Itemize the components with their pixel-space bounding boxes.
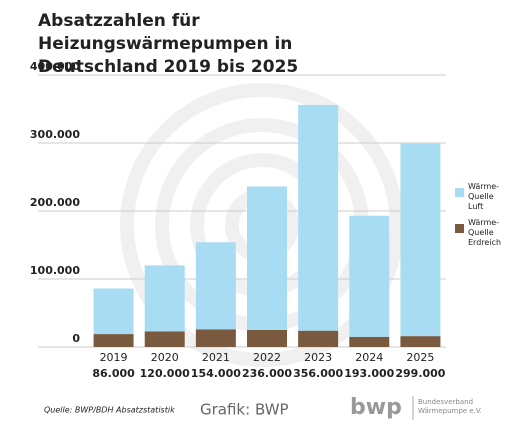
legend-swatch xyxy=(455,188,464,197)
bar-segment xyxy=(298,104,339,331)
total-label: 154.000 xyxy=(191,367,241,380)
bar-segment xyxy=(93,288,134,335)
bar-segment xyxy=(247,330,287,347)
bar-segment xyxy=(195,329,236,347)
total-label: 86.000 xyxy=(92,367,135,380)
logo: bwp xyxy=(350,395,402,420)
x-tick-label: 2020 xyxy=(151,351,179,364)
x-tick-label: 2021 xyxy=(202,351,230,364)
bar-segment xyxy=(195,242,236,330)
y-tick-label: 0 xyxy=(72,332,80,345)
x-tick-label: 2022 xyxy=(253,351,281,364)
legend-label: Wärme-Quelle Luft xyxy=(468,182,500,211)
x-tick-label: 2023 xyxy=(304,351,332,364)
bar-segment xyxy=(93,334,134,347)
total-label: 193.000 xyxy=(344,367,394,380)
legend-label: Wärme-Quelle Erdreich xyxy=(468,218,502,247)
legend-swatch xyxy=(455,224,464,233)
chart-title: Absatzzahlen für Heizungswärmepumpen in … xyxy=(38,11,299,77)
bar-segment xyxy=(298,330,339,347)
x-tick-label: 2025 xyxy=(406,351,434,364)
logo-text: Bundesverband Wärmepumpe e.V. xyxy=(418,398,482,415)
y-tick-label: 100.000 xyxy=(30,264,80,277)
y-tick-label: 200.000 xyxy=(30,196,80,209)
bar-segment xyxy=(247,186,287,330)
y-tick-label: 400.000 xyxy=(30,60,80,73)
source: Quelle: BWP/BDH Absatzstatistik xyxy=(44,406,175,415)
total-label: 299.000 xyxy=(395,367,445,380)
y-tick-label: 300.000 xyxy=(30,128,80,141)
bar-segment xyxy=(144,265,185,332)
total-label: 356.000 xyxy=(293,367,343,380)
bar-segment xyxy=(144,331,185,347)
total-label: 236.000 xyxy=(242,367,292,380)
x-tick-label: 2019 xyxy=(100,351,128,364)
bar-segment xyxy=(349,215,390,337)
bar-segment xyxy=(400,143,441,337)
total-label: 120.000 xyxy=(140,367,190,380)
bar-segment xyxy=(349,336,390,347)
credit: Grafik: BWP xyxy=(200,401,289,419)
bar-segment xyxy=(400,336,441,347)
x-tick-label: 2024 xyxy=(355,351,383,364)
